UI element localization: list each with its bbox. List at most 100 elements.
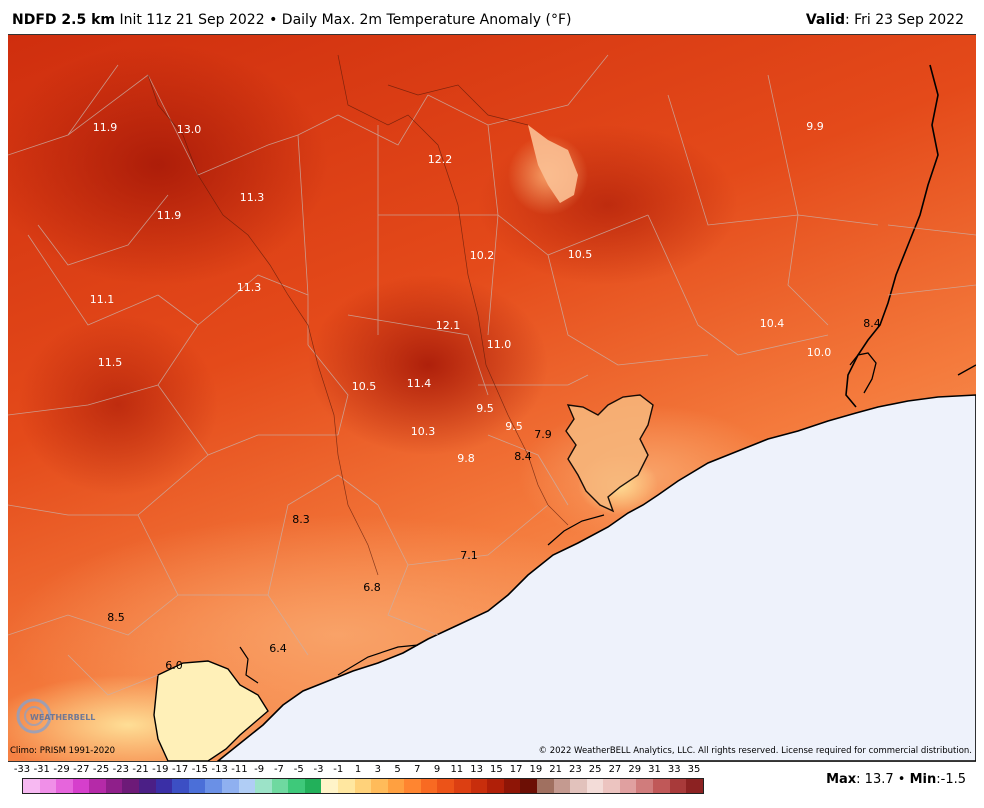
legend-tick: 11 — [450, 764, 464, 775]
anomaly-label: 11.3 — [237, 281, 262, 294]
legend-swatch — [288, 779, 305, 793]
legend-swatch — [454, 779, 471, 793]
product-name: Daily Max. 2m Temperature Anomaly (°F) — [281, 12, 572, 28]
legend-swatch — [337, 779, 355, 793]
legend-tick: -1 — [333, 764, 344, 775]
legend-swatch — [437, 779, 455, 793]
legend-swatch — [105, 779, 123, 793]
svg-text:WEATHERBELL: WEATHERBELL — [30, 713, 95, 722]
anomaly-label: 7.1 — [460, 549, 478, 562]
legend-tick: -23 — [112, 764, 129, 775]
legend-swatch — [271, 779, 289, 793]
legend-swatch — [39, 779, 57, 793]
anomaly-label: 12.2 — [428, 153, 453, 166]
legend-swatch — [72, 779, 90, 793]
barrier-island-east — [547, 514, 605, 546]
legend-swatch — [420, 779, 438, 793]
valid-value: : Fri 23 Sep 2022 — [844, 12, 964, 28]
legend-tick: 5 — [394, 764, 401, 775]
legend-tick: 31 — [648, 764, 661, 775]
anomaly-label: 7.9 — [534, 428, 552, 441]
legend-swatch — [553, 779, 571, 793]
legend-tick: 19 — [529, 764, 543, 775]
legend-tick: 1 — [354, 764, 362, 775]
anomaly-label: 10.2 — [470, 249, 495, 262]
anomaly-label: 12.1 — [436, 319, 461, 332]
legend-tick: 29 — [628, 764, 642, 775]
legend-swatch — [686, 779, 703, 793]
legend-swatch — [221, 779, 239, 793]
anomaly-label: 11.0 — [487, 338, 512, 351]
legend-tick: 33 — [667, 764, 681, 775]
legend-tick: 3 — [374, 764, 381, 775]
legend-tick: -5 — [293, 764, 304, 775]
anomaly-label: 8.5 — [107, 611, 125, 624]
legend-swatch — [56, 779, 73, 793]
init-time: Init 11z 21 Sep 2022 — [119, 12, 265, 28]
logo-graphic: WEATHERBELL — [16, 698, 95, 734]
lake-livingston — [528, 125, 578, 203]
legend-tick: -31 — [33, 764, 50, 775]
legend-tick: 13 — [470, 764, 483, 775]
barrier-island-west — [337, 644, 419, 676]
anomaly-label: 6.8 — [363, 581, 381, 594]
min-label: Min — [909, 772, 937, 787]
title-bullet: • — [269, 12, 278, 28]
anomaly-label: 9.5 — [476, 402, 494, 415]
anomaly-label: 11.9 — [93, 121, 118, 134]
anomaly-label: 10.5 — [352, 380, 377, 393]
legend-tick: -25 — [92, 764, 110, 775]
anomaly-label: 8.3 — [292, 513, 310, 526]
legend-tick: 27 — [608, 764, 622, 775]
legend-swatch — [23, 779, 40, 793]
legend-swatch — [122, 779, 140, 793]
max-min-readout: Max: 13.7 • Min:-1.5 — [826, 772, 966, 787]
legend-tick: -21 — [132, 764, 149, 775]
anomaly-label: 13.0 — [177, 123, 202, 136]
anomaly-label: 10.5 — [568, 248, 593, 261]
legend-tick: 21 — [549, 764, 563, 775]
anomaly-label: 11.4 — [407, 377, 432, 390]
model-name: NDFD 2.5 km — [12, 12, 115, 28]
legend-tick: 35 — [687, 764, 701, 775]
legend-swatch — [188, 779, 206, 793]
louisiana-coast — [957, 364, 976, 376]
legend-tick: -13 — [211, 764, 228, 775]
legend-swatch — [172, 779, 189, 793]
legend-tick: -3 — [313, 764, 324, 775]
gulf-water — [216, 394, 976, 761]
legend-tick: -9 — [254, 764, 265, 775]
legend-swatch — [238, 779, 256, 793]
legend-swatch — [304, 779, 322, 793]
legend-swatch — [354, 779, 372, 793]
legend-tick: 17 — [509, 764, 523, 775]
min-value: :-1.5 — [936, 772, 966, 787]
legend-tick: -33 — [13, 764, 31, 775]
legend-tick: -27 — [73, 764, 90, 775]
legend-swatch — [387, 779, 405, 793]
anomaly-label: 9.9 — [806, 120, 824, 133]
legend-tick: -11 — [231, 764, 248, 775]
anomaly-label: 9.8 — [457, 452, 475, 465]
anomaly-label: 6.0 — [165, 659, 183, 672]
valid-label: Valid — [805, 12, 845, 28]
county-boundaries — [8, 54, 976, 696]
anomaly-label: 10.3 — [411, 425, 436, 438]
matagorda-bay — [153, 660, 269, 761]
maxmin-bullet: • — [897, 772, 906, 787]
legend-tick: 15 — [489, 764, 503, 775]
sabine-lake — [849, 352, 877, 394]
anomaly-label: 11.3 — [240, 191, 265, 204]
sabine-river-border — [845, 64, 939, 408]
legend-tick: 9 — [433, 764, 441, 775]
map-canvas: 11.9 13.0 12.2 9.9 11.3 11.9 10.2 10.5 1… — [8, 35, 976, 761]
legend-swatch — [470, 779, 488, 793]
legend-swatch — [669, 779, 687, 793]
anomaly-labels: 11.9 13.0 12.2 9.9 11.3 11.9 10.2 10.5 1… — [90, 120, 881, 672]
max-value: : 13.7 — [856, 772, 894, 787]
legend-swatch — [404, 779, 421, 793]
legend-tick: -29 — [53, 764, 70, 775]
legend-swatch — [321, 779, 338, 793]
bay-inlet — [239, 646, 259, 684]
climo-note: Climo: PRISM 1991-2020 — [10, 746, 116, 756]
